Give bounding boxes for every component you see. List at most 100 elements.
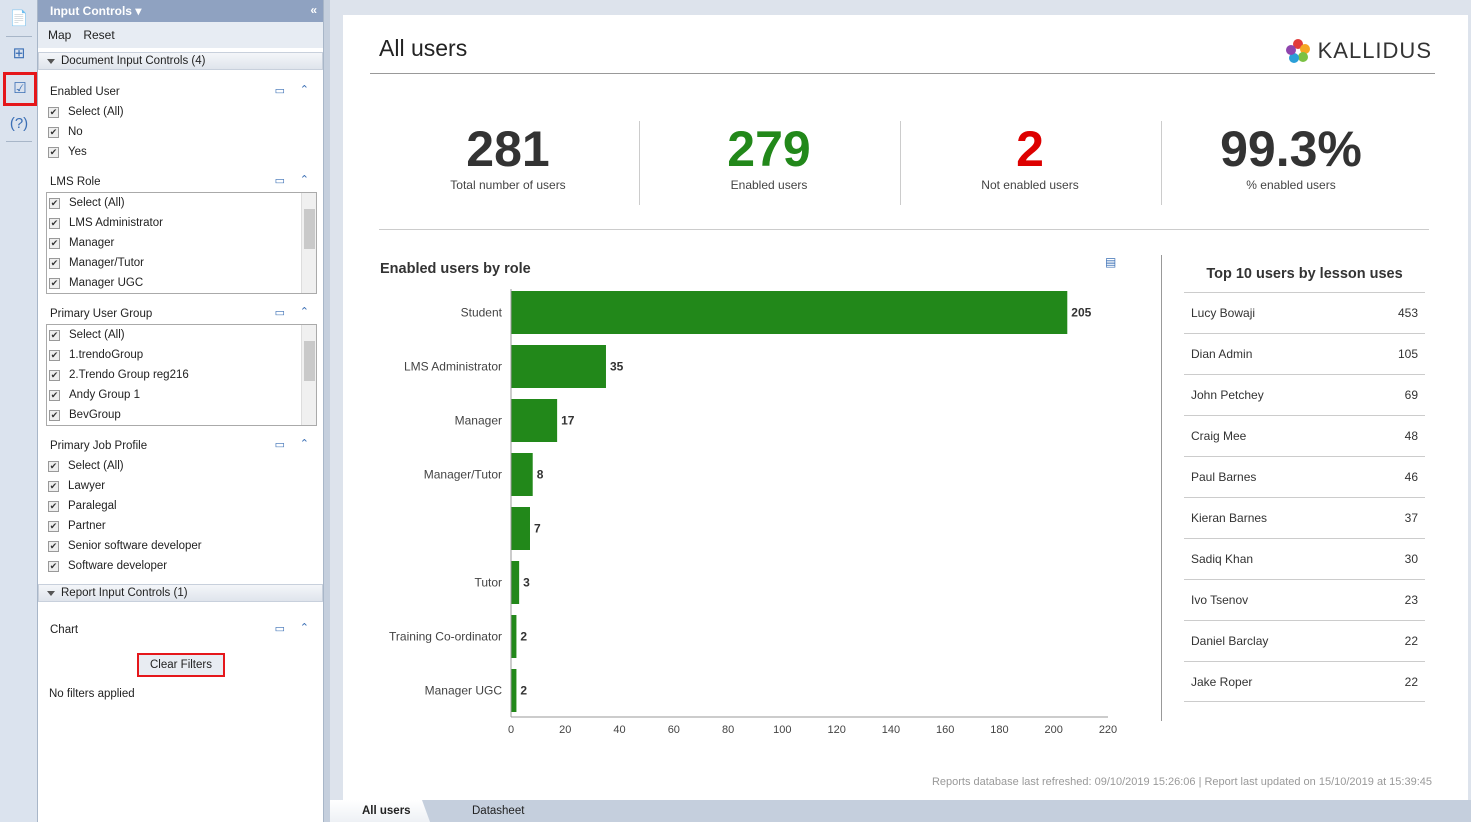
checkbox[interactable]: ✔ [48, 520, 59, 532]
edit-control-icon[interactable]: ▭ [274, 439, 285, 451]
checkbox-item[interactable]: ✔ Manager UGC [49, 277, 144, 289]
lesson-uses: 48 [1404, 429, 1418, 443]
checkbox-item[interactable]: ✔ Select (All) [49, 197, 125, 209]
input-control-group: Primary User Group ▭ ⌃ ✔ Select (All) ✔ 1.tren… [38, 306, 323, 426]
checkbox[interactable]: ✔ [49, 349, 60, 361]
kpi-value: 2 [1016, 121, 1044, 177]
kpi-label: Enabled users [730, 178, 808, 192]
bar-value-label: 17 [561, 414, 575, 428]
collapse-control-icon[interactable]: ⌃ [299, 174, 309, 186]
kpi-label: % enabled users [1246, 178, 1336, 192]
edit-control-icon[interactable]: ▭ [274, 175, 285, 187]
input-controls-icon[interactable]: ☑ [3, 72, 37, 106]
document-input-controls-section[interactable]: Document Input Controls (4) [38, 52, 323, 70]
checkbox-item[interactable]: ✔ Yes [48, 146, 87, 158]
navigation-map-icon[interactable]: ⊞ [12, 45, 26, 62]
category-label: Tutor [474, 576, 502, 590]
checkbox-item[interactable]: ✔ Select (All) [49, 329, 125, 341]
category-label: Student [461, 306, 503, 320]
bar[interactable] [511, 291, 1068, 334]
clear-filters-button[interactable]: Clear Filters [137, 653, 225, 677]
collapse-control-icon[interactable]: ⌃ [299, 84, 309, 96]
checkbox[interactable]: ✔ [49, 389, 60, 401]
checkbox-item[interactable]: ✔ 2.Trendo Group reg216 [49, 369, 189, 381]
edit-control-icon[interactable]: ▭ [274, 85, 285, 97]
collapse-control-icon[interactable]: ⌃ [299, 438, 309, 450]
checkbox-item[interactable]: ✔ Manager [49, 237, 115, 249]
bar[interactable] [511, 561, 520, 604]
checkbox-item[interactable]: ✔ 1.trendoGroup [49, 349, 144, 361]
report-input-controls-section[interactable]: Report Input Controls (1) [38, 584, 323, 602]
kpi-tile: 281 Total number of users [378, 120, 638, 192]
control-label: Enabled User [50, 86, 120, 98]
input-control-group: LMS Role ▭ ⌃ ✔ Select (All) ✔ LMS Administrato… [38, 174, 323, 294]
lesson-uses: 453 [1397, 306, 1418, 320]
checkbox-item[interactable]: ✔ Lawyer [48, 480, 106, 492]
checkbox-list: ✔ Select (All) ✔ LMS Administrator ✔ Manager ✔… [46, 192, 317, 294]
bar-value-label: 8 [537, 468, 544, 482]
bar[interactable] [511, 453, 533, 496]
bar[interactable] [511, 615, 517, 658]
footer-timestamp: Reports database last refreshed: 09/10/2… [931, 776, 1432, 788]
bar[interactable] [511, 399, 558, 442]
checkbox-item[interactable]: ✔ Manager/Tutor [49, 257, 144, 269]
collapse-control-icon[interactable]: ⌃ [299, 622, 309, 634]
checkbox[interactable]: ✔ [48, 460, 59, 472]
bar[interactable] [511, 345, 606, 388]
table-row: Ivo Tsenov 23 [1184, 579, 1425, 620]
checkbox[interactable]: ✔ [49, 237, 60, 249]
checkbox[interactable]: ✔ [48, 480, 59, 492]
checkbox[interactable]: ✔ [49, 369, 60, 381]
document-structure-icon[interactable]: 📄 [9, 10, 29, 27]
x-tick-label: 60 [668, 724, 680, 736]
checkbox[interactable]: ✔ [49, 409, 60, 421]
edit-control-icon[interactable]: ▭ [274, 307, 285, 319]
lesson-uses: 37 [1404, 511, 1418, 525]
checkbox-item[interactable]: ✔ Paralegal [48, 500, 117, 512]
checkbox-item[interactable]: ✔ Select (All) [48, 460, 124, 472]
kpi-tile: 99.3%% enabled users [1161, 120, 1421, 192]
bar[interactable] [511, 669, 517, 712]
table-row: John Petchey 69 [1184, 374, 1425, 415]
checkbox-item[interactable]: ✔ LMS Administrator [49, 217, 163, 229]
checkbox[interactable]: ✔ [49, 197, 60, 209]
x-tick-label: 140 [882, 724, 900, 736]
export-icon[interactable]: ▤ [1105, 255, 1117, 269]
checkbox[interactable]: ✔ [49, 257, 60, 269]
checkbox[interactable]: ✔ [49, 277, 60, 289]
edit-control-icon[interactable]: ▭ [274, 623, 285, 635]
user-name: John Petchey [1191, 388, 1264, 402]
collapse-panel-icon[interactable]: « [310, 3, 317, 17]
checkbox-item[interactable]: ✔ Andy Group 1 [49, 389, 140, 401]
panel-title[interactable]: Input Controls ▾ « [38, 0, 323, 22]
table-row: Kieran Barnes 37 [1184, 497, 1425, 538]
tab-datasheet[interactable]: Datasheet [472, 805, 525, 817]
checkbox[interactable]: ✔ [49, 329, 60, 341]
checkbox[interactable]: ✔ [48, 106, 59, 118]
map-button[interactable]: Map [48, 28, 72, 42]
tab-all-users[interactable]: All users [330, 800, 430, 822]
checkbox-item[interactable]: ✔ Software developer [48, 560, 168, 572]
checkbox[interactable]: ✔ [48, 146, 59, 158]
checkbox-item[interactable]: ✔ BevGroup [49, 409, 121, 421]
checkbox[interactable]: ✔ [49, 217, 60, 229]
checkbox-item[interactable]: ✔ Partner [48, 520, 106, 532]
table-row: Daniel Barclay 22 [1184, 620, 1425, 661]
help-icon[interactable]: (?) [9, 115, 29, 132]
checkbox-item[interactable]: ✔ Senior software developer [48, 540, 202, 552]
checkbox-item[interactable]: ✔ No [48, 126, 83, 138]
checkbox[interactable]: ✔ [48, 540, 59, 552]
checkbox[interactable]: ✔ [48, 126, 59, 138]
scrollbar[interactable] [301, 325, 316, 425]
bar[interactable] [511, 507, 530, 550]
checkbox[interactable]: ✔ [48, 560, 59, 572]
lesson-uses: 22 [1404, 674, 1418, 689]
collapse-control-icon[interactable]: ⌃ [299, 306, 309, 318]
reset-button[interactable]: Reset [83, 28, 115, 42]
checkbox[interactable]: ✔ [48, 500, 59, 512]
user-name: Daniel Barclay [1191, 634, 1269, 648]
input-control-group: Enabled User ▭ ⌃ ✔ Select (All) ✔ No ✔ Yes [38, 84, 323, 162]
checkbox-list: ✔ Select (All) ✔ 1.trendoGroup ✔ 2.Trendo Gro… [46, 324, 317, 426]
checkbox-item[interactable]: ✔ Select (All) [48, 106, 124, 118]
scrollbar[interactable] [301, 193, 316, 293]
